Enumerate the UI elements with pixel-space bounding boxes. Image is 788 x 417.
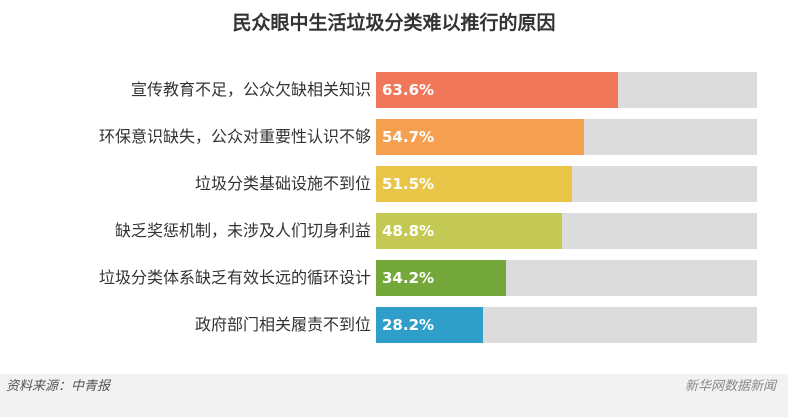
bar: 48.8%: [376, 213, 562, 249]
bar-track: 63.6%: [376, 72, 757, 108]
category-label: 垃圾分类体系缺乏有效长远的循环设计: [98, 268, 371, 287]
value-label: 54.7%: [382, 128, 435, 146]
bar-track: 54.7%: [376, 119, 757, 155]
footer: 资料来源：中青报 新华网数据新闻: [0, 374, 788, 417]
bar-track: 48.8%: [376, 213, 757, 249]
horizontal-bar-chart: 宣传教育不足，公众欠缺相关知识 63.6% 环保意识缺失，公众对重要性认识不够 54.…: [0, 72, 788, 343]
bar-row: 宣传教育不足，公众欠缺相关知识 63.6%: [0, 72, 788, 108]
bar-row: 环保意识缺失，公众对重要性认识不够 54.7%: [0, 119, 788, 155]
bar-track: 51.5%: [376, 166, 757, 202]
bar-track: 28.2%: [376, 307, 757, 343]
category-label: 环保意识缺失，公众对重要性认识不够: [98, 127, 371, 146]
bar: 34.2%: [376, 260, 506, 296]
value-label: 51.5%: [382, 175, 435, 193]
chart-title: 民众眼中生活垃圾分类难以推行的原因: [232, 12, 556, 34]
category-label: 垃圾分类基础设施不到位: [194, 174, 371, 193]
category-label: 政府部门相关履责不到位: [194, 315, 371, 334]
bar: 51.5%: [376, 166, 572, 202]
value-label: 28.2%: [382, 316, 435, 334]
bar-row: 垃圾分类基础设施不到位 51.5%: [0, 166, 788, 202]
category-label: 缺乏奖惩机制，未涉及人们切身利益: [114, 221, 371, 240]
brand-credit: 新华网数据新闻: [684, 379, 776, 394]
bar-row: 政府部门相关履责不到位 28.2%: [0, 307, 788, 343]
bar: 54.7%: [376, 119, 584, 155]
value-label: 34.2%: [382, 269, 435, 287]
value-label: 63.6%: [382, 81, 435, 99]
bar: 28.2%: [376, 307, 483, 343]
bar-track: 34.2%: [376, 260, 757, 296]
category-label: 宣传教育不足，公众欠缺相关知识: [130, 80, 371, 99]
source-note: 资料来源：中青报: [6, 379, 111, 394]
bar-row: 缺乏奖惩机制，未涉及人们切身利益 48.8%: [0, 213, 788, 249]
bar-row: 垃圾分类体系缺乏有效长远的循环设计 34.2%: [0, 260, 788, 296]
value-label: 48.8%: [382, 222, 435, 240]
bar: 63.6%: [376, 72, 618, 108]
